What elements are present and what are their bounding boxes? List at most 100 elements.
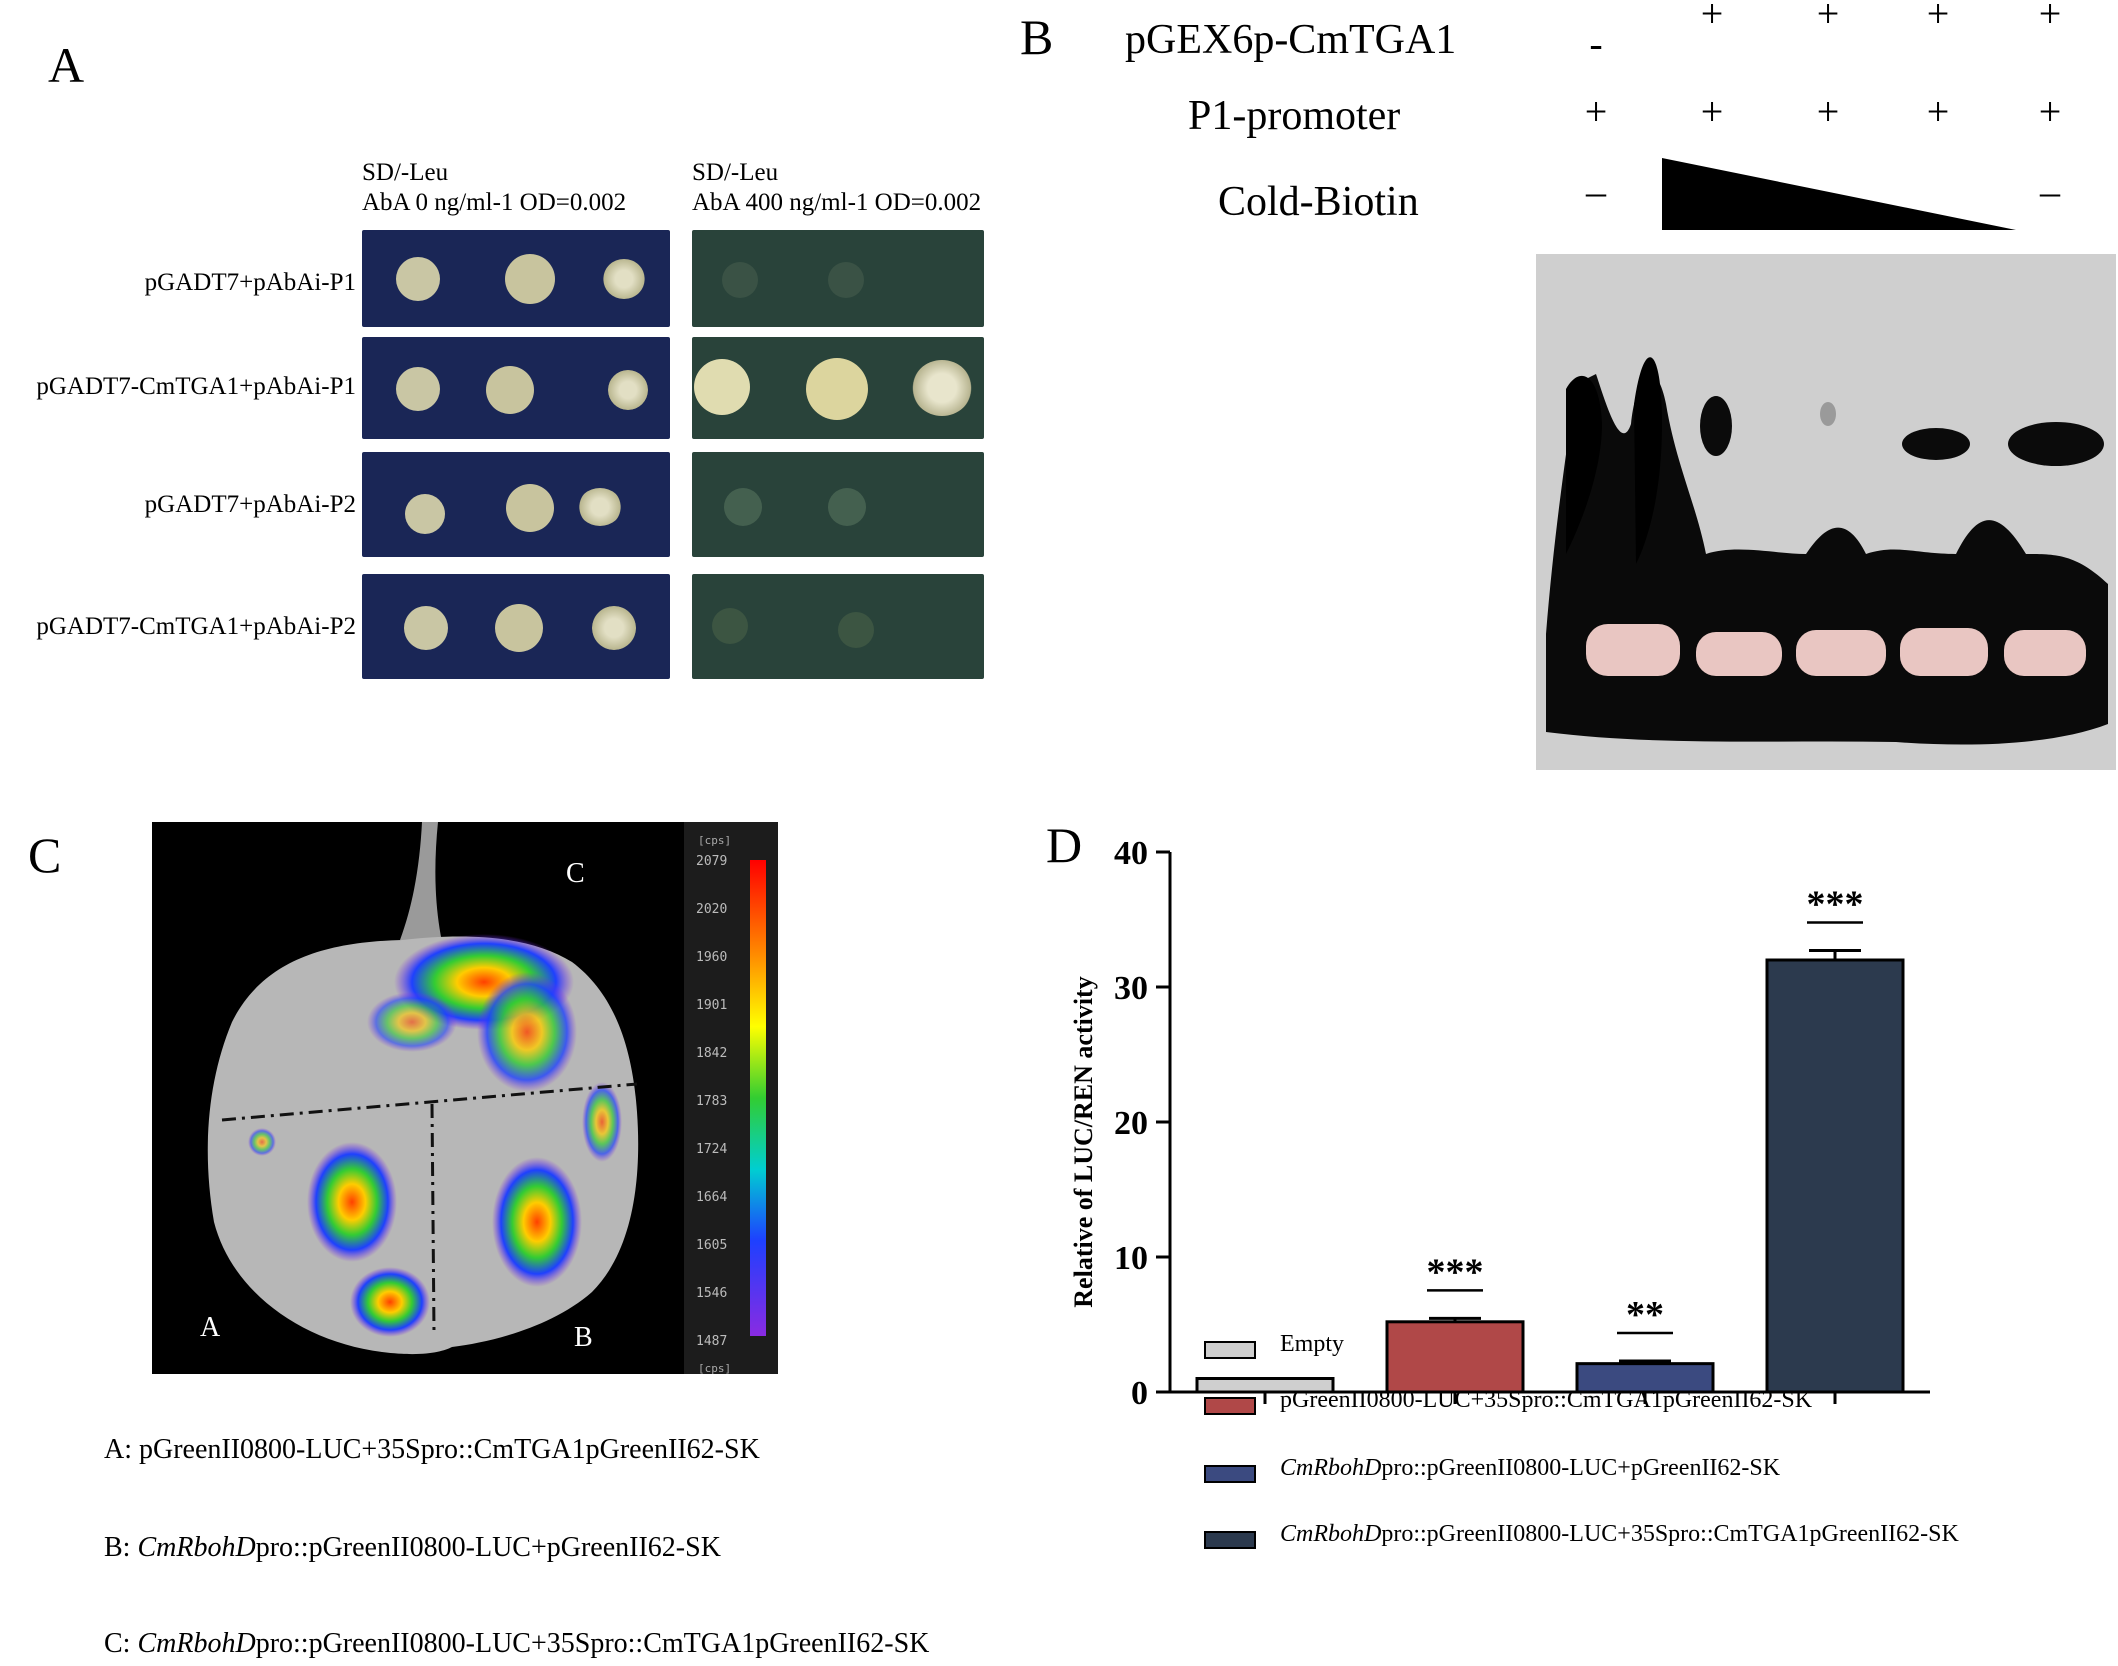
yeast-colony-faint — [712, 608, 748, 644]
yeast-colony — [495, 604, 543, 652]
left-header-line2: AbA 0 ng/ml-1 OD=0.002 — [362, 189, 627, 216]
protein-sign: + — [1926, 0, 1950, 36]
free-probe-band — [2004, 630, 2086, 676]
colorbar — [750, 860, 766, 1336]
legend-swatch — [1204, 1341, 1256, 1359]
caption-gene: CmRbohD — [137, 1532, 256, 1563]
caption-text: pro::pGreenII0800-LUC+35Spro::CmTGA1pGre… — [255, 1628, 930, 1659]
significance-marker: *** — [1427, 1251, 1484, 1293]
colorbar-tick-label: 1901 — [696, 998, 728, 1013]
protein-sign: + — [1816, 0, 1840, 36]
probe-sign: + — [1584, 89, 1608, 134]
colorbar-tick-label: 1842 — [696, 1046, 728, 1061]
yeast-colony — [405, 494, 445, 534]
colorbar-tick-label: 1960 — [696, 950, 728, 965]
yeast-row-label: pGADT7+pAbAi-P1 — [144, 269, 356, 296]
y-tick-label: 40 — [1114, 835, 1148, 872]
yeast-colony — [608, 370, 648, 410]
y-tick-label: 20 — [1114, 1105, 1148, 1142]
panel-d-letter: D — [1046, 817, 1083, 873]
legend-label: Empty — [1280, 1331, 1344, 1358]
yeast-colony — [578, 488, 622, 526]
panel-b-letter: B — [1020, 9, 1054, 65]
y-axis-label: Relative of LUC/REN activity — [1069, 976, 1098, 1307]
shifted-band — [2008, 422, 2104, 466]
panel-a-letter: A — [48, 37, 85, 93]
yeast-colony-faint — [828, 488, 866, 526]
right-header-line2: AbA 400 ng/ml-1 OD=0.002 — [692, 189, 982, 216]
y-tick-label: 10 — [1114, 1240, 1148, 1277]
colorbar-unit-top: [cps] — [698, 834, 732, 847]
leaf-region-label: C — [566, 858, 585, 889]
yeast-colony-faint — [722, 262, 758, 298]
leaf-region-label: A — [200, 1312, 221, 1343]
probe-sign: + — [2038, 89, 2062, 134]
yeast-colony — [404, 606, 448, 650]
colorbar-tick-label: 1546 — [696, 1286, 728, 1301]
legend-swatch — [1204, 1397, 1256, 1415]
yeast-colony — [603, 259, 645, 299]
colorbar-tick-label: 1664 — [696, 1190, 728, 1205]
protein-sign: + — [2038, 0, 2062, 36]
emsa-gel-image — [1536, 254, 2116, 770]
cold-sign: – — [1586, 169, 1606, 214]
luciferase-leaf-image — [152, 822, 778, 1374]
significance-marker: ** — [1626, 1294, 1664, 1336]
free-probe-band — [1796, 630, 1886, 676]
yeast-row-label: pGADT7-CmTGA1+pAbAi-P1 — [36, 373, 356, 400]
significance-marker: *** — [1807, 884, 1864, 926]
bar — [1575, 1362, 1715, 1394]
caption-b: B: CmRbohDpro::pGreenII0800-LUC+pGreenII… — [104, 1532, 721, 1564]
colorbar-tick-label: 2079 — [696, 854, 728, 869]
legend-label: CmRbohDpro::pGreenII0800-LUC+35Spro::CmT… — [1280, 1521, 1959, 1548]
protein-sign: - — [1589, 21, 1603, 66]
shifted-band — [1700, 396, 1732, 456]
yeast-row-label: pGADT7+pAbAi-P2 — [144, 491, 356, 518]
caption-prefix: C: — [104, 1628, 138, 1659]
probe-sign: + — [1700, 89, 1724, 134]
caption-c: C: CmRbohDpro::pGreenII0800-LUC+35Spro::… — [104, 1628, 929, 1660]
shifted-band — [1902, 428, 1970, 460]
legend-text: Empty — [1280, 1331, 1344, 1357]
left-header-line1: SD/-Leu — [362, 159, 449, 186]
yeast-colony — [806, 358, 868, 420]
legend-text: pro::pGreenII0800-LUC+pGreenII62-SK — [1381, 1455, 1781, 1481]
cold-row-label: Cold-Biotin — [1218, 179, 1419, 225]
yeast-colony-faint — [724, 488, 762, 526]
cold-competitor-gradient-wedge — [1662, 158, 2016, 230]
y-tick-label: 30 — [1114, 970, 1148, 1007]
probe-sign: + — [1816, 89, 1840, 134]
caption-prefix: B: — [104, 1532, 138, 1563]
shifted-band — [1820, 402, 1836, 426]
yeast-colony — [506, 484, 554, 532]
colorbar-unit-bottom: [cps] — [698, 1362, 732, 1375]
legend-text: pro::pGreenII0800-LUC+35Spro::CmTGA1pGre… — [1381, 1521, 1959, 1547]
legend-label: pGreenII0800-LUC+35Spro::CmTGA1pGreenII6… — [1280, 1387, 1812, 1414]
colorbar-tick-label: 1724 — [696, 1142, 728, 1157]
legend-swatch — [1204, 1465, 1256, 1483]
protein-sign: + — [1700, 0, 1724, 36]
yeast-colony — [396, 367, 440, 411]
caption-a: A: pGreenII0800-LUC+35Spro::CmTGA1pGreen… — [104, 1434, 760, 1466]
yeast-colony — [505, 254, 555, 304]
colorbar-tick-label: 1783 — [696, 1094, 728, 1109]
yeast-colony — [396, 257, 440, 301]
legend-gene: CmRbohD — [1280, 1521, 1382, 1547]
colorbar-tick-label: 1487 — [696, 1334, 728, 1349]
free-probe-band — [1696, 632, 1782, 676]
legend-swatch — [1204, 1531, 1256, 1549]
caption-text: pro::pGreenII0800-LUC+pGreenII62-SK — [255, 1532, 721, 1563]
colorbar-tick-label: 1605 — [696, 1238, 728, 1253]
free-probe-band — [1586, 624, 1680, 676]
yeast-colony-faint — [828, 262, 864, 298]
legend-gene: CmRbohD — [1280, 1455, 1382, 1481]
probe-row-label: P1-promoter — [1188, 93, 1401, 139]
yeast-colony — [486, 366, 534, 414]
caption-prefix: A: — [104, 1434, 139, 1465]
left-plate-header: SD/-Leu AbA 0 ng/ml-1 OD=0.002 — [362, 158, 626, 218]
yeast-colony — [592, 606, 636, 650]
right-plate-header: SD/-Leu AbA 400 ng/ml-1 OD=0.002 — [692, 158, 981, 218]
caption-text: pGreenII0800-LUC+35Spro::CmTGA1pGreenII6… — [139, 1434, 760, 1465]
